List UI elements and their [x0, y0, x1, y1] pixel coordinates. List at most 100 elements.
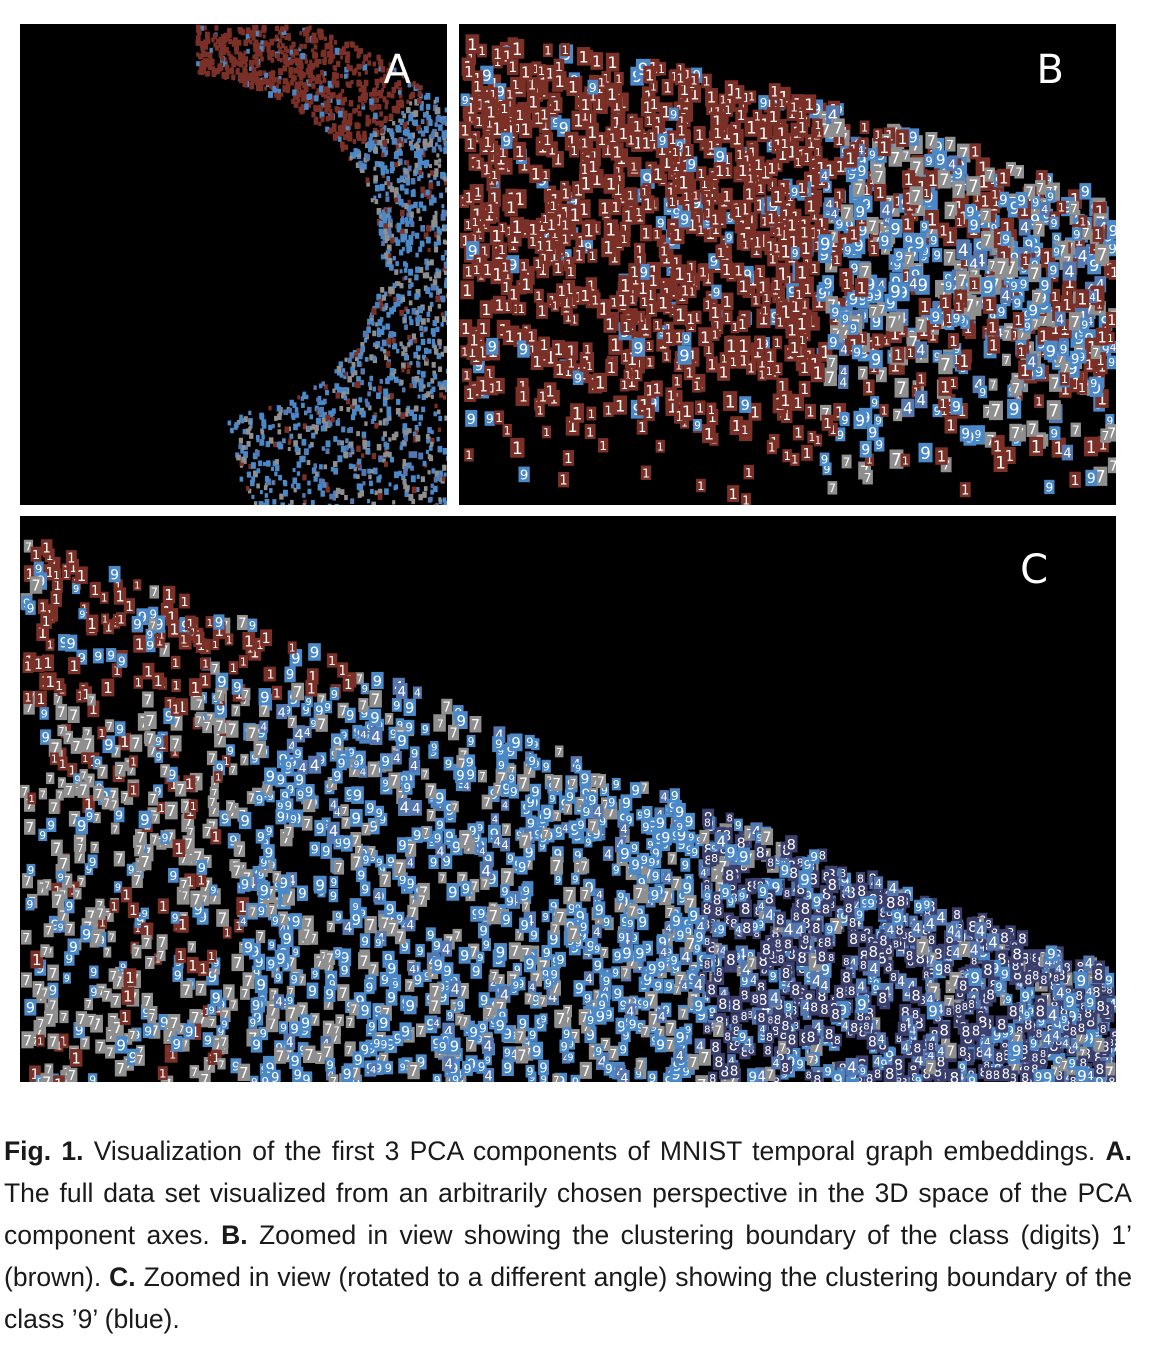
digit-marker: [372, 61, 377, 67]
digit-marker: [253, 501, 258, 505]
digit-marker: [255, 76, 260, 82]
digit-marker: [299, 80, 303, 86]
digit-marker: [423, 486, 428, 492]
digit-marker: 1: [754, 265, 766, 280]
digit-marker: [344, 144, 348, 150]
digit-marker: [414, 424, 419, 430]
digit-marker: [278, 29, 282, 35]
digit-marker: [381, 212, 387, 219]
digit-marker: [443, 264, 447, 270]
digit-marker: [427, 305, 432, 312]
digit-marker: 1: [113, 587, 127, 606]
digit-marker: [294, 407, 299, 413]
digit-marker: [343, 395, 348, 401]
digit-marker: [423, 232, 429, 239]
digit-marker: [335, 106, 341, 114]
digit-marker: [362, 64, 368, 71]
digit-marker: [409, 409, 414, 417]
digit-marker: 1: [519, 119, 533, 139]
digit-marker: [331, 92, 336, 98]
digit-marker: [360, 410, 366, 418]
digit-marker: [244, 62, 248, 68]
digit-marker: [345, 51, 351, 58]
digit-marker: 4: [879, 201, 893, 219]
digit-marker: 1: [562, 450, 575, 467]
digit-marker: 1: [841, 276, 853, 293]
digit-marker: [348, 100, 354, 107]
digit-marker: [264, 493, 268, 498]
digit-marker: [274, 459, 279, 465]
digit-marker: [415, 141, 419, 147]
digit-marker: [323, 50, 327, 55]
digit-marker: [385, 421, 389, 426]
digit-marker: 1: [905, 346, 916, 360]
digit-marker: [433, 174, 437, 180]
digit-marker: [420, 130, 426, 137]
digit-marker: [331, 408, 336, 414]
digit-marker: [408, 114, 414, 122]
digit-marker: [384, 354, 389, 361]
digit-marker: [227, 32, 232, 38]
digit-marker: 9: [830, 304, 841, 319]
digit-marker: [284, 24, 289, 31]
digit-marker: [371, 308, 377, 315]
digit-marker: [362, 60, 366, 66]
digit-marker: [306, 94, 311, 101]
digit-marker: [446, 455, 447, 461]
digit-marker: [356, 104, 361, 110]
digit-marker: 9: [988, 310, 998, 324]
digit-marker: [320, 490, 325, 497]
digit-marker: [311, 111, 316, 118]
digit-marker: [280, 92, 284, 97]
digit-marker: [420, 193, 424, 198]
digit-marker: [299, 43, 304, 49]
digit-marker: [388, 286, 394, 294]
digit-marker: 1: [810, 362, 825, 383]
digit-marker: 1: [843, 148, 858, 168]
digit-marker: [374, 490, 378, 496]
digit-marker: [357, 458, 362, 465]
digit-marker: [301, 97, 305, 102]
digit-marker: 1: [596, 75, 607, 90]
digit-marker: [351, 403, 356, 410]
digit-marker: 7: [477, 769, 487, 783]
digit-marker: [217, 63, 223, 71]
digit-marker: [353, 148, 358, 155]
digit-marker: 1: [1105, 311, 1116, 329]
digit-marker: [404, 324, 408, 330]
digit-marker: [195, 40, 200, 46]
digit-marker: 9: [932, 404, 942, 418]
digit-marker: [365, 356, 369, 362]
digit-marker: [212, 33, 217, 40]
digit-marker: [415, 487, 420, 493]
digit-marker: [195, 24, 201, 32]
digit-marker: [443, 140, 447, 147]
digit-marker: [363, 157, 368, 163]
digit-marker: [227, 27, 232, 35]
digit-marker: [338, 110, 343, 118]
digit-marker: 1: [736, 276, 750, 296]
digit-marker: [399, 445, 403, 451]
digit-marker: [251, 476, 256, 482]
digit-marker: [396, 80, 402, 87]
digit-marker: 1: [559, 185, 572, 203]
digit-marker: [302, 474, 307, 481]
digit-marker: [350, 447, 354, 453]
digit-marker: [263, 461, 266, 466]
digit-marker: [254, 30, 259, 37]
digit-marker: [378, 420, 383, 426]
digit-marker: [239, 476, 244, 482]
digit-marker: 1: [765, 159, 778, 177]
digit-marker: [319, 464, 323, 470]
digit-marker: [408, 278, 412, 283]
digit-marker: [198, 66, 203, 72]
digit-marker: [407, 82, 412, 88]
digit-marker: 1: [546, 141, 558, 159]
digit-marker: 1: [848, 226, 860, 243]
digit-marker: [415, 310, 419, 315]
digit-marker: [375, 97, 380, 103]
digit-marker: [429, 199, 434, 206]
digit-marker: [386, 361, 391, 368]
digit-marker: [322, 482, 327, 488]
digit-marker: [322, 74, 326, 79]
